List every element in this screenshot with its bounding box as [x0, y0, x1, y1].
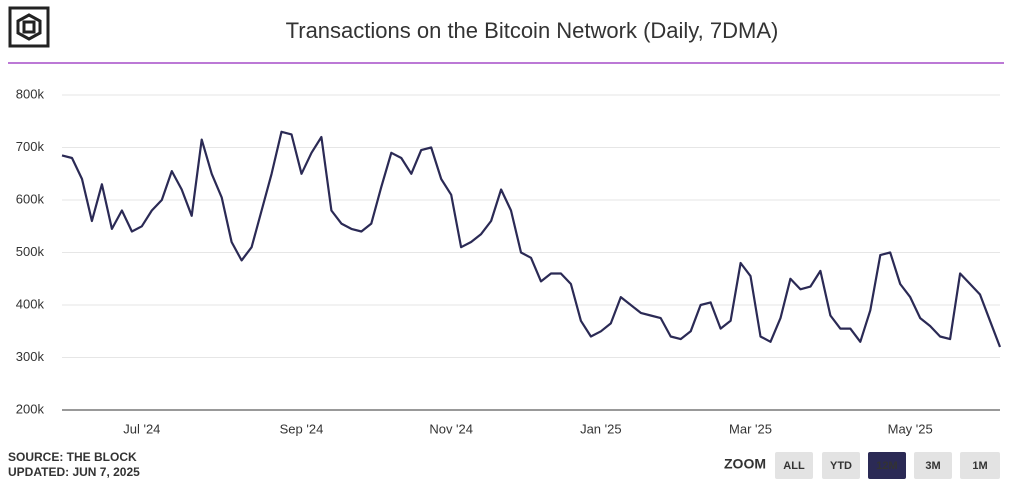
zoom-button-label: ALL	[783, 460, 805, 472]
zoom-button-bg	[868, 452, 906, 479]
y-tick-label: 700k	[16, 139, 45, 154]
zoom-button[interactable]: 12M	[868, 452, 906, 479]
zoom-button-label: YTD	[830, 460, 852, 472]
zoom-buttons: ALL YTD 12M 3M 1M	[775, 452, 1000, 479]
x-tick-label: Jul '24	[123, 421, 160, 436]
zoom-label: ZOOM	[724, 456, 766, 472]
zoom-button[interactable]: 1M	[960, 452, 1000, 479]
zoom-button-bg	[914, 452, 952, 479]
x-tick-label: Jan '25	[580, 421, 622, 436]
grid: 200k 300k 400k 500k 600k 700k 800k Jul '24 Sep '…	[16, 86, 1000, 436]
zoom-button[interactable]: ALL	[775, 452, 813, 479]
x-tick-label: Nov '24	[429, 421, 473, 436]
zoom-button-bg	[775, 452, 813, 479]
zoom-button[interactable]: 3M	[914, 452, 952, 479]
y-tick-label: 500k	[16, 244, 45, 259]
source: SOURCE: THE BLOCK	[8, 450, 137, 464]
logo	[8, 6, 50, 48]
series-line	[61, 130, 1002, 348]
zoom-button-label: 1M	[972, 460, 987, 472]
zoom-button-bg	[822, 452, 860, 479]
y-tick-label: 400k	[16, 296, 45, 311]
plot	[61, 130, 1002, 348]
x-tick-label: Mar '25	[729, 421, 772, 436]
chart-title: Transactions on the Bitcoin Network (Dai…	[286, 18, 779, 43]
zoom-button[interactable]: YTD	[822, 452, 860, 479]
zoom-button-bg	[960, 452, 1000, 479]
zoom-button-label: 3M	[925, 460, 940, 472]
updated: UPDATED: JUN 7, 2025	[8, 465, 140, 479]
x-tick-label: Sep '24	[280, 421, 324, 436]
x-tick-label: May '25	[888, 421, 933, 436]
y-tick-label: 300k	[16, 349, 45, 364]
y-tick-label: 800k	[16, 86, 45, 101]
y-tick-label: 600k	[16, 191, 45, 206]
zoom-button-label: 12M	[876, 460, 897, 472]
y-tick-label: 200k	[16, 401, 45, 416]
